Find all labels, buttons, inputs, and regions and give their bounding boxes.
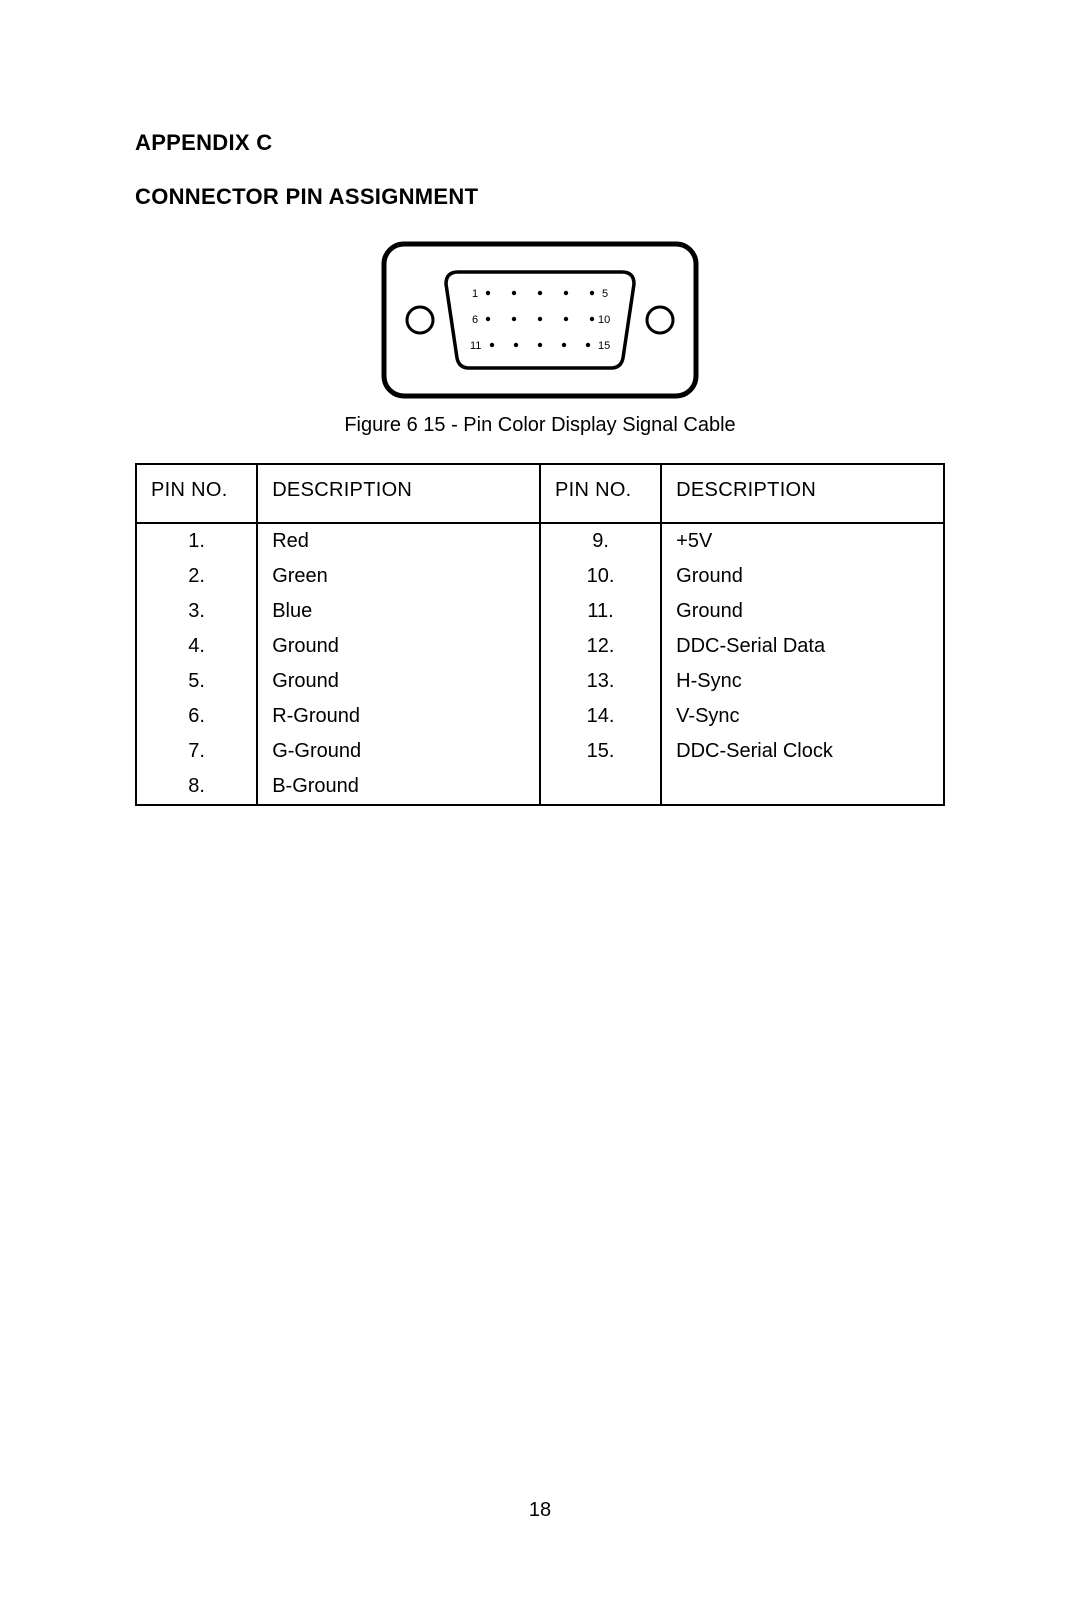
cell: Blue (257, 594, 540, 629)
cell: G-Ground (257, 734, 540, 769)
cell: DDC-Serial Data (661, 629, 944, 664)
cell: 3. (136, 594, 257, 629)
cell: R-Ground (257, 699, 540, 734)
cell: H-Sync (661, 664, 944, 699)
col-header-desc-1: DESCRIPTION (257, 464, 540, 523)
section-title: CONNECTOR PIN ASSIGNMENT (135, 184, 945, 210)
vga-connector-icon: 1 5 6 10 11 15 (380, 240, 700, 400)
cell: DDC-Serial Clock (661, 734, 944, 769)
table-header-row: PIN NO. DESCRIPTION PIN NO. DESCRIPTION (136, 464, 944, 523)
figure-caption: Figure 6 15 - Pin Color Display Signal C… (135, 414, 945, 437)
table-row: 2. Green 10. Ground (136, 559, 944, 594)
cell: 15. (540, 734, 661, 769)
pin-label-10: 10 (598, 314, 610, 326)
table-row: 4. Ground 12. DDC-Serial Data (136, 629, 944, 664)
table-row: 6. R-Ground 14. V-Sync (136, 699, 944, 734)
cell: +5V (661, 523, 944, 559)
col-header-pin-2: PIN NO. (540, 464, 661, 523)
cell (540, 769, 661, 805)
cell: V-Sync (661, 699, 944, 734)
cell: Ground (661, 559, 944, 594)
cell: 5. (136, 664, 257, 699)
table-body: 1. Red 9. +5V 2. Green 10. Ground 3. Blu… (136, 523, 944, 805)
table-row: 8. B-Ground (136, 769, 944, 805)
cell: 9. (540, 523, 661, 559)
cell: Ground (257, 664, 540, 699)
table-row: 1. Red 9. +5V (136, 523, 944, 559)
pin-label-1: 1 (472, 288, 478, 300)
cell: 6. (136, 699, 257, 734)
table-row: 7. G-Ground 15. DDC-Serial Clock (136, 734, 944, 769)
pin-label-15: 15 (598, 340, 610, 352)
appendix-label: APPENDIX C (135, 130, 945, 156)
cell: 7. (136, 734, 257, 769)
page-number: 18 (0, 1499, 1080, 1522)
table-row: 5. Ground 13. H-Sync (136, 664, 944, 699)
cell: 4. (136, 629, 257, 664)
cell: 8. (136, 769, 257, 805)
table-row: 3. Blue 11. Ground (136, 594, 944, 629)
cell (661, 769, 944, 805)
cell: Green (257, 559, 540, 594)
cell: Ground (257, 629, 540, 664)
cell: 13. (540, 664, 661, 699)
cell: B-Ground (257, 769, 540, 805)
cell: 11. (540, 594, 661, 629)
cell: 12. (540, 629, 661, 664)
pin-label-11: 11 (470, 340, 481, 352)
cell: 1. (136, 523, 257, 559)
cell: 10. (540, 559, 661, 594)
cell: Ground (661, 594, 944, 629)
pin-assignment-table: PIN NO. DESCRIPTION PIN NO. DESCRIPTION … (135, 463, 945, 806)
cell: 14. (540, 699, 661, 734)
document-page: APPENDIX C CONNECTOR PIN ASSIGNMENT 1 5 … (0, 0, 1080, 1622)
pin-label-6: 6 (472, 314, 478, 326)
cell: Red (257, 523, 540, 559)
connector-diagram: 1 5 6 10 11 15 (135, 240, 945, 400)
pin-label-5: 5 (602, 288, 608, 300)
cell: 2. (136, 559, 257, 594)
col-header-desc-2: DESCRIPTION (661, 464, 944, 523)
col-header-pin-1: PIN NO. (136, 464, 257, 523)
